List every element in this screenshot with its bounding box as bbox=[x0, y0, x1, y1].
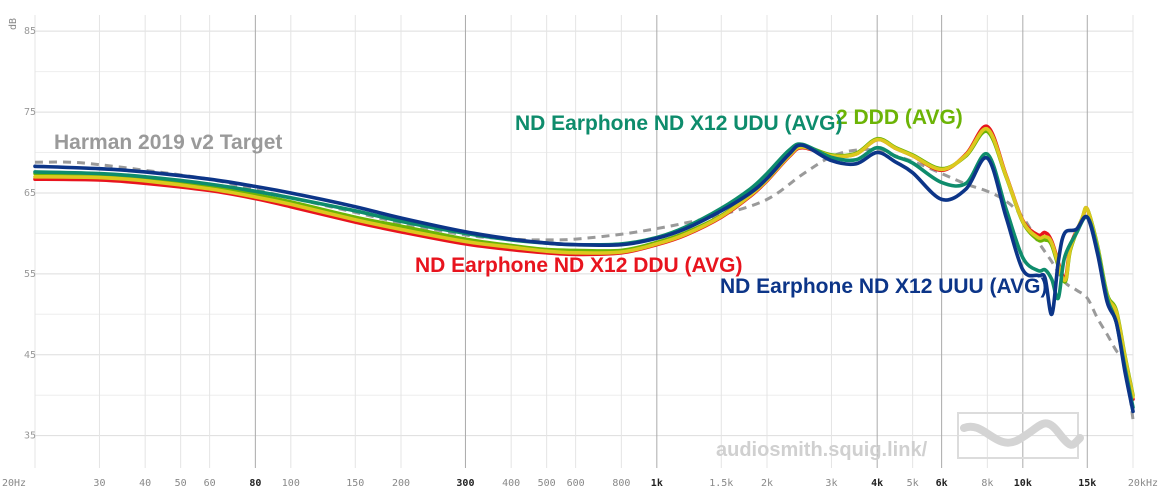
x-tick-label: 200 bbox=[392, 478, 410, 489]
x-tick-label: 400 bbox=[502, 478, 520, 489]
x-tick-label: 1.5k bbox=[709, 478, 733, 489]
x-tick-label: 50 bbox=[175, 478, 187, 489]
x-tick-label: 6k bbox=[936, 478, 948, 489]
x-tick-label: 80 bbox=[249, 478, 261, 489]
x-tick-label: 10k bbox=[1014, 478, 1032, 489]
y-tick-label: 45 bbox=[24, 350, 36, 361]
watermark: audiosmith.squig.link/ bbox=[716, 412, 1084, 461]
y-unit-label: dB bbox=[8, 18, 19, 30]
x-tick-label: 3k bbox=[825, 478, 837, 489]
watermark-url: audiosmith.squig.link/ bbox=[716, 439, 928, 461]
x-tick-label: 300 bbox=[456, 478, 474, 489]
y-axis: dB 35 45 55 65 75 85 bbox=[8, 18, 36, 442]
x-tick-label: 5k bbox=[907, 478, 919, 489]
x-tick-label: 20kHz bbox=[1128, 478, 1158, 489]
x-tick-label: 500 bbox=[538, 478, 556, 489]
x-tick-label: 600 bbox=[567, 478, 585, 489]
x-tick-label: 15k bbox=[1078, 478, 1096, 489]
y-tick-label: 85 bbox=[24, 26, 36, 37]
label-x12-uuu: ND Earphone ND X12 UUU (AVG) bbox=[720, 275, 1047, 298]
label-harman-target: Harman 2019 v2 Target bbox=[54, 131, 282, 154]
series-line-3 bbox=[33, 127, 1135, 399]
x-tick-label: 20Hz bbox=[2, 478, 26, 489]
label-x12-udu: ND Earphone ND X12 UDU (AVG) bbox=[515, 112, 842, 135]
y-tick-label: 55 bbox=[24, 269, 36, 280]
x-tick-label: 1k bbox=[651, 478, 663, 489]
x-axis: 20Hz 30 40 50 60 80 100 150 200 300 400 500 600 800 1k… bbox=[2, 478, 1158, 489]
x-tick-label: 2k bbox=[761, 478, 773, 489]
label-ddd-avg: 2 DDD (AVG) bbox=[836, 106, 963, 129]
x-tick-label: 60 bbox=[204, 478, 216, 489]
label-x12-ddu: ND Earphone ND X12 DDU (AVG) bbox=[415, 254, 742, 277]
logo-icon bbox=[957, 412, 1084, 459]
series-line-5 bbox=[33, 143, 1135, 414]
series-layer bbox=[33, 124, 1135, 420]
x-tick-label: 40 bbox=[139, 478, 151, 489]
x-tick-label: 800 bbox=[612, 478, 630, 489]
grid bbox=[34, 15, 1134, 468]
x-tick-label: 8k bbox=[981, 478, 993, 489]
y-tick-label: 65 bbox=[24, 188, 36, 199]
series-line-4 bbox=[33, 142, 1135, 410]
x-tick-label: 30 bbox=[93, 478, 105, 489]
y-tick-label: 75 bbox=[24, 107, 36, 118]
y-tick-label: 35 bbox=[24, 431, 36, 442]
x-tick-label: 4k bbox=[871, 478, 883, 489]
x-tick-label: 150 bbox=[346, 478, 364, 489]
x-tick-label: 100 bbox=[282, 478, 300, 489]
series-line-0 bbox=[34, 147, 1135, 420]
series-labels: Harman 2019 v2 Target 2 DDD (AVG) ND Ear… bbox=[54, 106, 1047, 298]
